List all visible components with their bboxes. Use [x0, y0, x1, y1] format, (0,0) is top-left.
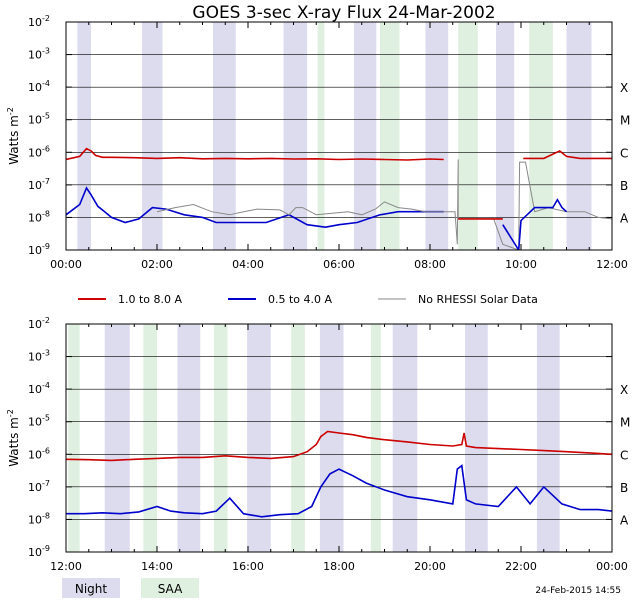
x-tick-label: 02:00 — [141, 258, 173, 271]
x-tick-label: 16:00 — [232, 560, 264, 573]
series-line — [66, 430, 612, 462]
legend-label: No RHESSI Solar Data — [418, 293, 538, 306]
timestamp: 24-Feb-2015 14:55 — [535, 586, 621, 596]
flare-class-label: B — [620, 179, 628, 193]
saa-band — [143, 324, 157, 552]
x-tick-label: 10:00 — [505, 258, 537, 271]
legend-label: 0.5 to 4.0 A — [268, 293, 333, 306]
series-line — [523, 149, 612, 160]
key-area: Night SAA 24-Feb-2015 14:55 — [62, 578, 621, 598]
y-tick-label: 10-6 — [28, 446, 50, 461]
saa-band — [317, 22, 325, 250]
y-tick-label: 10-6 — [28, 144, 50, 159]
night-band — [354, 22, 377, 250]
x-tick-label: 04:00 — [232, 258, 264, 271]
series-line — [502, 198, 568, 250]
flare-class-label: C — [620, 146, 628, 160]
x-tick-label: 06:00 — [323, 258, 355, 271]
x-tick-label: 00:00 — [596, 560, 628, 573]
flare-class-label: X — [620, 383, 628, 397]
flare-class-label: C — [620, 448, 628, 462]
y-tick-label: 10-5 — [28, 414, 50, 429]
y-tick-label: 10-5 — [28, 112, 50, 127]
flare-class-label: A — [620, 513, 629, 527]
x-tick-label: 00:00 — [50, 258, 82, 271]
night-band — [392, 324, 418, 552]
night-band — [536, 324, 560, 552]
chart-title: GOES 3-sec X-ray Flux 24-Mar-2002 — [192, 3, 495, 23]
y-tick-label: 10-8 — [28, 209, 50, 224]
legend: 1.0 to 8.0 A 0.5 to 4.0 A No RHESSI Solar … — [78, 293, 538, 306]
saa-band — [213, 324, 228, 552]
saa-key-label: SAA — [158, 582, 183, 596]
night-band — [283, 22, 308, 250]
night-band — [566, 22, 592, 250]
top-flux-panel: 10-9 10-8 10-7 10-6 10-5 10-4 10-3 10-2 00:00 02:… — [6, 14, 630, 271]
y-tick-label: 10-3 — [28, 349, 50, 364]
y-tick-label: 10-9 — [28, 544, 50, 559]
x-tick-label: 22:00 — [505, 560, 537, 573]
y-tick-label: 10-7 — [28, 479, 50, 494]
saa-band — [379, 22, 400, 250]
saa-band — [291, 324, 305, 552]
series-line — [66, 186, 444, 229]
night-band — [425, 22, 449, 250]
y-axis-label: Watts m-2 — [6, 409, 21, 467]
x-tick-label: 14:00 — [141, 560, 173, 573]
bottom-flux-panel: 10-9 10-8 10-7 10-6 10-5 10-4 10-3 10-2 12:00 14:… — [6, 316, 630, 573]
y-tick-label: 10-2 — [28, 316, 50, 331]
flare-class-label: A — [620, 211, 629, 225]
y-tick-label: 10-9 — [28, 242, 50, 257]
saa-band — [529, 22, 553, 250]
night-band — [141, 22, 163, 250]
night-band — [495, 22, 515, 250]
flare-class-label: B — [620, 481, 628, 495]
night-key-swatch — [62, 578, 120, 598]
y-tick-label: 10-8 — [28, 511, 50, 526]
flare-class-label: M — [620, 416, 630, 430]
x-tick-label: 20:00 — [414, 560, 446, 573]
series-line — [66, 464, 612, 518]
y-tick-label: 10-4 — [28, 79, 50, 94]
flare-class-label: X — [620, 81, 628, 95]
night-band — [465, 324, 488, 552]
night-band — [177, 324, 201, 552]
series-line — [156, 159, 612, 250]
flare-class-label: M — [620, 114, 630, 128]
x-tick-label: 12:00 — [50, 560, 82, 573]
legend-label: 1.0 to 8.0 A — [118, 293, 183, 306]
y-tick-label: 10-3 — [28, 47, 50, 62]
saa-band — [68, 324, 80, 552]
night-band — [247, 324, 271, 552]
y-axis-label: Watts m-2 — [6, 107, 21, 165]
x-tick-label: 08:00 — [414, 258, 446, 271]
night-band — [319, 324, 344, 552]
y-tick-label: 10-7 — [28, 177, 50, 192]
y-tick-label: 10-2 — [28, 14, 50, 29]
x-tick-label: 18:00 — [323, 560, 355, 573]
night-band — [212, 22, 236, 250]
y-tick-label: 10-4 — [28, 381, 50, 396]
plot-frame — [65, 21, 613, 251]
plot-frame — [65, 323, 613, 553]
series-line — [66, 147, 444, 161]
saa-key-swatch — [141, 578, 199, 598]
saa-band — [458, 22, 478, 250]
night-key-label: Night — [75, 582, 108, 596]
x-tick-label: 12:00 — [596, 258, 628, 271]
night-band — [77, 22, 92, 250]
night-band — [104, 324, 130, 552]
